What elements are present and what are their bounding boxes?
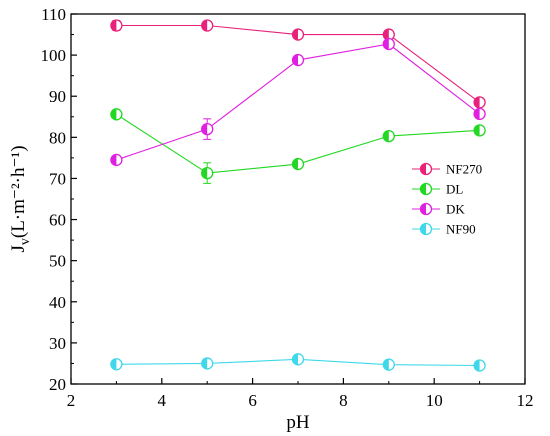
data-point-nf270-fill — [474, 96, 480, 108]
x-tick-label: 12 — [517, 391, 534, 410]
y-tick-label: 50 — [49, 252, 66, 271]
data-point-dk-fill — [474, 108, 480, 120]
data-point-nf90 — [382, 358, 395, 371]
x-tick-label: 6 — [248, 391, 257, 410]
data-point-dl — [291, 157, 305, 171]
data-point-nf90-fill — [292, 353, 298, 365]
data-point-nf90-fill — [383, 359, 389, 371]
data-point-nf270 — [110, 19, 123, 32]
data-point-dl — [382, 129, 395, 143]
data-point-dk — [473, 107, 486, 121]
y-tick-label: 30 — [49, 334, 66, 353]
data-point-dl-fill — [292, 158, 298, 170]
legend-marker-dl-fill — [420, 183, 426, 195]
data-point-dl-fill — [383, 130, 389, 142]
legend-marker-dl — [419, 182, 433, 196]
data-point-nf270 — [291, 28, 305, 41]
y-tick-label: 70 — [49, 169, 66, 188]
plot-frame — [70, 13, 526, 385]
y-tick-label: 60 — [49, 211, 66, 230]
y-tick-label: 100 — [41, 46, 67, 65]
y-axis-title-subscript: v — [18, 238, 33, 245]
data-point-dk-fill — [383, 38, 389, 50]
y-tick-label: 110 — [41, 5, 66, 24]
data-point-dl-fill — [474, 124, 480, 136]
data-point-nf90-fill — [110, 358, 117, 370]
data-point-dl-fill — [201, 167, 208, 179]
x-tick-label: 4 — [158, 391, 167, 410]
legend-marker-dk-fill — [420, 203, 426, 215]
x-axis-title: pH — [286, 412, 310, 433]
data-point-dk-fill — [292, 54, 298, 66]
legend-label-dl: DL — [446, 182, 463, 197]
legend-entry-dl: DL — [412, 182, 463, 197]
y-tick-label: 20 — [49, 375, 66, 394]
series-nf90 — [110, 353, 486, 372]
legend-marker-nf270 — [419, 162, 433, 176]
y-axis-title: Jv(L·m⁻²·h⁻¹) — [8, 145, 33, 252]
data-point-nf270-fill — [383, 29, 389, 41]
legend-marker-nf90-fill — [420, 223, 426, 235]
data-point-nf270-fill — [110, 20, 117, 32]
legend-label-nf270: NF270 — [446, 162, 482, 177]
data-point-dk — [291, 53, 305, 67]
data-point-dk — [382, 37, 395, 51]
x-tick-label: 10 — [426, 391, 443, 410]
y-tick-label: 90 — [49, 87, 66, 106]
data-point-dk-fill — [110, 154, 117, 166]
legend-marker-dk — [419, 202, 433, 216]
data-point-nf90-fill — [201, 357, 208, 369]
data-point-nf90 — [291, 353, 305, 366]
data-point-nf90 — [473, 359, 486, 372]
legend-entry-nf270: NF270 — [412, 162, 482, 177]
data-point-dk-fill — [201, 123, 208, 135]
data-point-nf270-fill — [292, 29, 298, 41]
data-point-dk — [110, 153, 123, 167]
data-point-nf90 — [201, 357, 214, 370]
data-point-nf90-fill — [474, 360, 480, 371]
y-tick-label: 80 — [49, 128, 66, 147]
data-point-nf90 — [110, 358, 123, 371]
y-tick-label: 40 — [49, 293, 66, 312]
data-point-dl — [201, 166, 214, 180]
data-point-dl — [110, 108, 123, 121]
legend-marker-nf270-fill — [420, 163, 426, 175]
x-tick-label: 8 — [339, 391, 348, 410]
x-tick-label: 2 — [67, 391, 76, 410]
series-nf270 — [110, 19, 486, 109]
data-point-dk — [201, 122, 214, 136]
legend-entry-nf90: NF90 — [412, 222, 476, 237]
data-point-nf270 — [201, 19, 214, 32]
series-dk — [110, 37, 486, 167]
legend-marker-nf90 — [419, 222, 433, 236]
series-dl — [110, 108, 486, 184]
y-axis-title-main: J — [8, 245, 29, 252]
legend-label-nf90: NF90 — [446, 222, 476, 237]
data-point-nf270-fill — [201, 20, 208, 32]
data-point-dl-fill — [110, 108, 117, 120]
data-point-dl — [473, 124, 486, 137]
y-axis-title-unit: (L·m⁻²·h⁻¹) — [8, 145, 29, 238]
data-point-nf270 — [473, 96, 486, 109]
legend-label-dk: DK — [446, 202, 465, 217]
legend-entry-dk: DK — [412, 202, 465, 217]
